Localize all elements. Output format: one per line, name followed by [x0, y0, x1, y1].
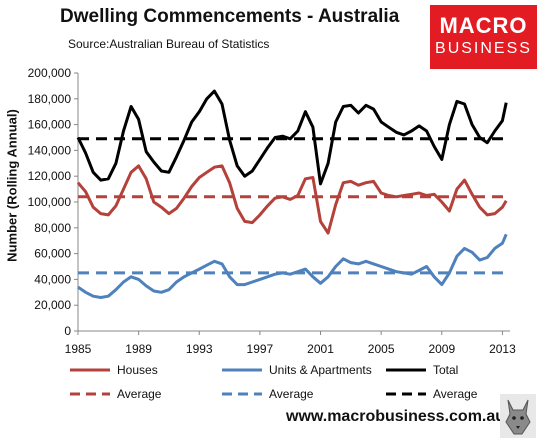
- y-tick-label: 40,000: [34, 272, 71, 286]
- x-tick-label: 2005: [368, 342, 395, 356]
- series-line-1: [77, 233, 508, 299]
- x-tick-label: 1985: [65, 342, 92, 356]
- y-tick-label: 60,000: [34, 247, 71, 261]
- legend-label: Average: [117, 387, 162, 401]
- legend-label: Average: [269, 387, 314, 401]
- macrobusiness-logo: MACRO BUSINESS: [430, 5, 537, 69]
- logo-line-1: MACRO: [439, 13, 528, 38]
- x-tick-label: 2001: [307, 342, 334, 356]
- y-tick-label: 100,000: [28, 195, 72, 209]
- x-tick-label: 2013: [489, 342, 516, 356]
- wolf-logo-icon: [500, 394, 536, 438]
- logo-line-2: BUSINESS: [435, 40, 532, 57]
- x-tick-label: 2009: [428, 342, 455, 356]
- legend-label: Average: [433, 387, 478, 401]
- y-tick-label: 160,000: [28, 118, 72, 132]
- chart-title: Dwelling Commencements - Australia: [60, 6, 400, 27]
- legend-label: Total: [433, 363, 458, 377]
- x-tick-label: 1997: [247, 342, 274, 356]
- y-tick-label: 120,000: [28, 169, 72, 183]
- y-tick-label: 80,000: [34, 221, 71, 235]
- x-tick-label: 1989: [125, 342, 152, 356]
- y-tick-label: 140,000: [28, 143, 72, 157]
- legend-label: Houses: [117, 363, 158, 377]
- legend-label: Units & Apartments: [269, 363, 372, 377]
- series-line-2: [76, 89, 508, 186]
- y-tick-label: 0: [64, 324, 71, 338]
- x-tick-label: 1993: [186, 342, 213, 356]
- website-url[interactable]: www.macrobusiness.com.au: [286, 408, 506, 425]
- y-tick-label: 20,000: [34, 298, 71, 312]
- source-note: Source:Australian Bureau of Statistics: [68, 37, 270, 51]
- series-line-0: [76, 164, 508, 235]
- y-tick-label: 200,000: [28, 66, 72, 80]
- y-tick-label: 180,000: [28, 92, 72, 106]
